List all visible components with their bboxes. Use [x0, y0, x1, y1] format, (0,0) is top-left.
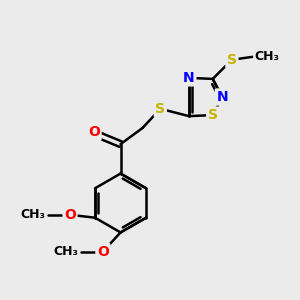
Text: O: O: [97, 244, 109, 259]
Text: O: O: [64, 208, 76, 222]
Text: N: N: [183, 71, 195, 85]
Text: O: O: [88, 125, 100, 139]
Text: CH₃: CH₃: [53, 245, 78, 258]
Text: S: S: [227, 53, 237, 67]
Text: S: S: [208, 108, 218, 122]
Text: CH₃: CH₃: [254, 50, 279, 63]
Text: N: N: [216, 90, 228, 104]
Text: CH₃: CH₃: [21, 208, 46, 221]
Text: S: S: [155, 102, 165, 116]
